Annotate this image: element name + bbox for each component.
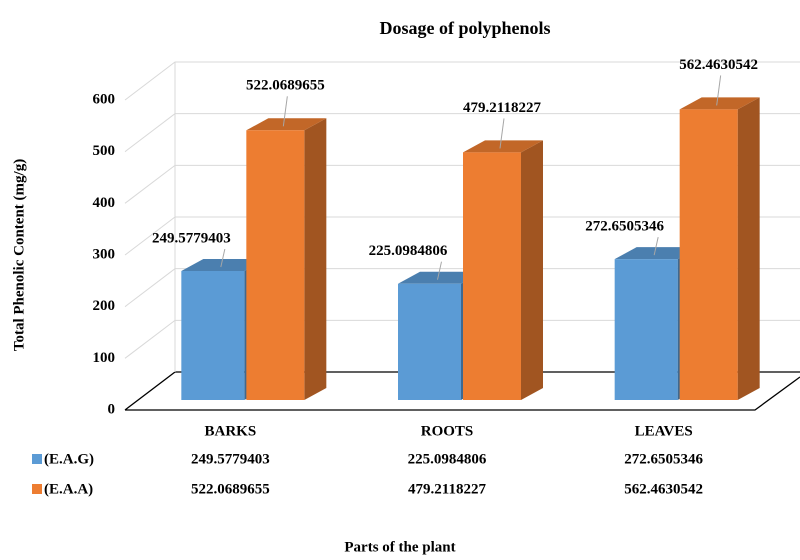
bar-face: [521, 140, 543, 400]
table-value: 272.6505346: [624, 451, 703, 467]
y-tick-label: 600: [93, 91, 116, 107]
bar-face: [398, 271, 483, 284]
table-value: 225.0984806: [408, 451, 487, 467]
bar-face: [463, 152, 521, 400]
bar-face: [181, 259, 267, 272]
y-tick-label: 500: [93, 143, 116, 159]
bar-face: [737, 97, 760, 400]
data-label: 225.0984806: [369, 243, 448, 259]
legend-label: (E.A.A): [44, 481, 93, 497]
table-value: 562.4630542: [624, 481, 703, 497]
data-label: 249.5779403: [152, 230, 231, 246]
x-tick-label: BARKS: [204, 423, 256, 439]
label-leader: [282, 96, 288, 127]
label-leader: [437, 261, 442, 280]
bar-face: [304, 118, 327, 400]
x-tick-label: LEAVES: [635, 423, 693, 439]
table-value: 249.5779403: [191, 451, 270, 467]
label-leader: [653, 237, 659, 256]
data-label: 522.0689655: [246, 78, 325, 94]
bar-face: [181, 271, 245, 400]
bar-face: [246, 118, 327, 131]
label-leader: [499, 118, 505, 149]
bar-face: [679, 97, 760, 110]
table-value: 479.2118227: [408, 481, 486, 497]
legend-swatch: [32, 484, 42, 494]
y-tick-label: 0: [108, 401, 116, 417]
y-tick-label: 300: [93, 246, 116, 262]
legend-label: (E.A.G): [44, 451, 94, 467]
y-tick-label: 200: [93, 298, 116, 314]
label-leader: [220, 248, 226, 268]
table-value: 522.0689655: [191, 481, 270, 497]
chart-title: Dosage of polyphenols: [379, 18, 550, 38]
bar-face: [463, 140, 543, 153]
data-label: 272.6505346: [585, 219, 664, 235]
y-axis-label: Total Phenolic Content (mg/g): [11, 159, 27, 351]
bar-face: [398, 283, 461, 400]
x-axis-label: Parts of the plant: [344, 539, 455, 555]
y-tick-label: 100: [93, 350, 116, 366]
bar-face: [614, 247, 700, 260]
label-leader: [716, 75, 722, 106]
data-label: 479.2118227: [463, 100, 541, 116]
y-tick-label: 400: [93, 195, 116, 211]
legend-swatch: [32, 454, 42, 464]
bar-face: [614, 259, 678, 400]
bar: [463, 140, 543, 400]
data-label: 562.4630542: [679, 57, 758, 73]
bar: [679, 97, 760, 400]
bar-face: [679, 109, 738, 400]
bar-face: [246, 130, 305, 400]
bar: [246, 118, 327, 400]
x-tick-label: ROOTS: [421, 423, 474, 439]
